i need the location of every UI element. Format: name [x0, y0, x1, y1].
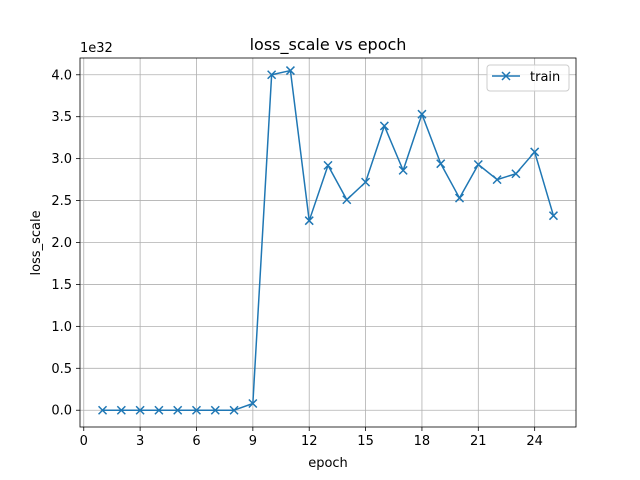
legend-box: [486, 64, 570, 92]
data-point: [548, 211, 558, 221]
data-point: [229, 405, 239, 415]
x-tick-label: 3: [136, 434, 144, 449]
data-point: [323, 160, 333, 170]
data-point: [398, 165, 408, 175]
data-point: [98, 405, 108, 415]
data-point: [361, 177, 371, 187]
data-point: [248, 398, 258, 409]
data-point: [173, 405, 183, 415]
x-tick-label: 6: [192, 434, 200, 449]
data-point: [116, 405, 126, 415]
y-tick-label: 2.0: [51, 236, 72, 251]
x-tick-label: 15: [357, 434, 374, 449]
legend-label: train: [530, 70, 560, 85]
grid: [80, 58, 576, 427]
data-point: [304, 216, 314, 226]
y-axis-multiplier: 1e32: [80, 41, 113, 56]
x-tick-label: 18: [414, 434, 431, 449]
y-tick-label: 3.5: [51, 110, 72, 125]
legend-marker: [501, 71, 511, 81]
data-point: [210, 405, 220, 415]
y-tick-label: 4.0: [51, 68, 72, 83]
data-point: [379, 121, 389, 131]
x-tick-label: 21: [470, 434, 487, 449]
data-point: [473, 159, 483, 170]
ticks: 0 3 6 9 12 15 18 21 24 0.0 0.5 1.0 1.5 2.0 2.5 3.0 3.5 4.…: [51, 68, 543, 449]
data-point: [511, 169, 521, 179]
y-tick-label: 0.0: [51, 404, 72, 419]
data-point: [454, 193, 465, 203]
data-point: [342, 195, 352, 205]
data-point: [417, 109, 427, 119]
data-point: [492, 175, 502, 185]
data-point: [285, 66, 295, 76]
x-tick-label: 0: [80, 434, 88, 449]
x-tick-label: 12: [301, 434, 318, 449]
chart-title: loss_scale vs epoch: [250, 35, 407, 55]
y-tick-label: 0.5: [51, 362, 72, 377]
y-tick-label: 1.5: [51, 278, 72, 293]
y-tick-label: 1.0: [51, 320, 72, 335]
y-tick-label: 3.0: [51, 152, 72, 167]
data-point: [267, 70, 277, 80]
legend: train: [486, 64, 570, 92]
x-axis-label: epoch: [308, 456, 348, 471]
y-axis-label: loss_scale: [29, 210, 44, 275]
data-point: [154, 405, 164, 415]
data-point: [530, 147, 540, 157]
data-point: [135, 405, 145, 415]
x-tick-label: 24: [526, 434, 543, 449]
x-tick-label: 9: [249, 434, 257, 449]
series-layer: [98, 66, 558, 415]
data-point: [436, 159, 446, 169]
data-point: [191, 405, 202, 415]
y-tick-label: 2.5: [51, 194, 72, 209]
